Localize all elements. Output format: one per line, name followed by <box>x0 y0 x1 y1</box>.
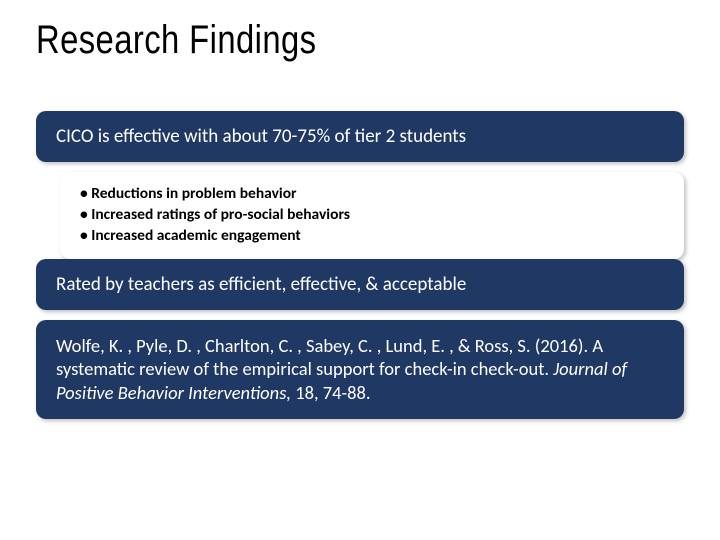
bullets-card: Reductions in problem behavior Increased… <box>60 172 684 259</box>
finding-2-text: Rated by teachers as efficient, effectiv… <box>56 273 466 296</box>
bullets-list: Reductions in problem behavior Increased… <box>80 184 664 247</box>
finding-1-text: CICO is effective with about 70-75% of t… <box>56 125 466 148</box>
citation-volume: 18, 74-88. <box>295 381 370 404</box>
bullet-item: Reductions in problem behavior <box>80 184 664 205</box>
finding-card-1: CICO is effective with about 70-75% of t… <box>36 111 684 162</box>
slide: Research Findings CICO is effective with… <box>0 0 720 540</box>
finding-card-2: Rated by teachers as efficient, effectiv… <box>36 259 684 310</box>
bullet-item: Increased ratings of pro-social behavior… <box>80 205 664 226</box>
slide-title: Research Findings <box>36 18 567 63</box>
bullet-item: Increased academic engagement <box>80 226 664 247</box>
citation-authors: Wolfe, K. , Pyle, D. , Charlton, C. , Sa… <box>56 334 603 381</box>
citation-card: Wolfe, K. , Pyle, D. , Charlton, C. , Sa… <box>36 320 684 419</box>
